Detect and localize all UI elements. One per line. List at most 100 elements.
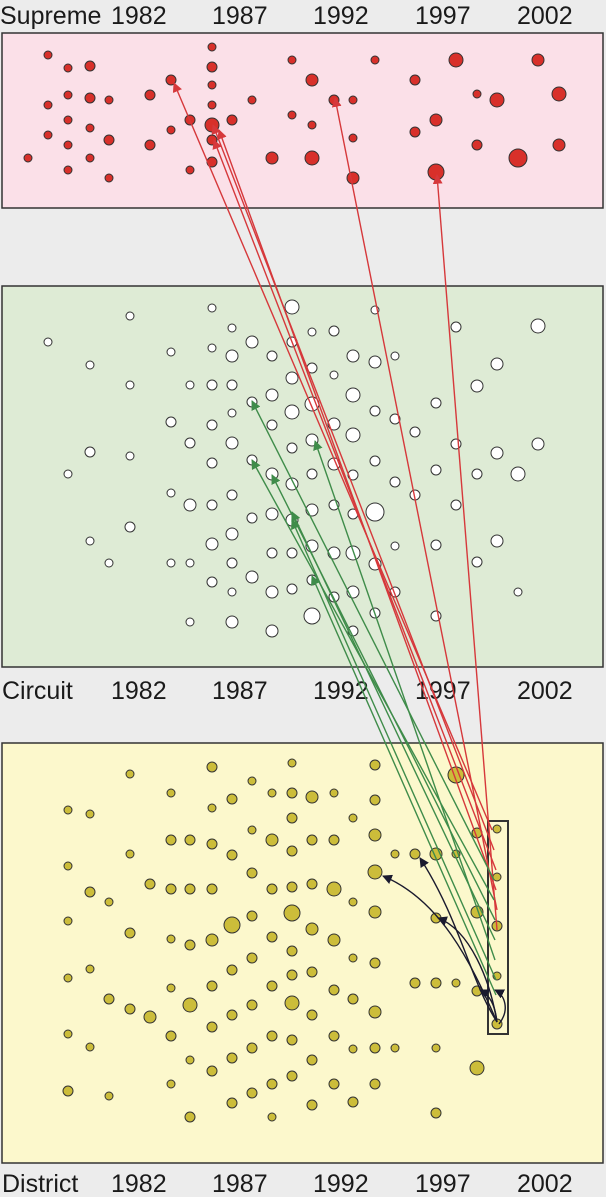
district-node bbox=[103, 993, 115, 1005]
circuit-node bbox=[328, 325, 340, 337]
district-node bbox=[284, 995, 300, 1011]
district-node bbox=[266, 980, 278, 992]
supreme-node bbox=[103, 134, 115, 146]
circuit-node bbox=[124, 521, 136, 533]
district-node bbox=[246, 999, 258, 1011]
supreme-year-1982: 1982 bbox=[111, 2, 167, 30]
supreme-node bbox=[23, 153, 33, 163]
district-node bbox=[226, 1009, 238, 1021]
district-node bbox=[369, 794, 381, 806]
circuit-node bbox=[166, 488, 176, 498]
district-node bbox=[266, 883, 278, 895]
district-node bbox=[369, 1042, 381, 1054]
supreme-node bbox=[346, 171, 360, 185]
supreme-node bbox=[247, 95, 257, 105]
district-node bbox=[226, 849, 238, 861]
circuit-node bbox=[510, 466, 526, 482]
district-node bbox=[286, 969, 298, 981]
district-node bbox=[144, 878, 156, 890]
district-node bbox=[166, 983, 176, 993]
circuit-node bbox=[369, 405, 381, 417]
supreme-node bbox=[207, 100, 217, 110]
district-node bbox=[306, 1054, 318, 1066]
district-node bbox=[223, 916, 241, 934]
circuit-node bbox=[226, 489, 238, 501]
circuit-node bbox=[450, 499, 462, 511]
circuit-node bbox=[286, 583, 298, 595]
district-node bbox=[125, 769, 135, 779]
supreme-node bbox=[166, 125, 176, 135]
supreme-node bbox=[472, 89, 482, 99]
district-node bbox=[369, 759, 381, 771]
district-node bbox=[306, 1009, 318, 1021]
circuit-node bbox=[104, 558, 114, 568]
supreme-node bbox=[427, 163, 445, 181]
circuit-node bbox=[490, 534, 504, 548]
district-node bbox=[226, 1052, 238, 1064]
supreme-node bbox=[370, 55, 380, 65]
supreme-node bbox=[328, 94, 340, 106]
supreme-year-1992: 1992 bbox=[313, 2, 369, 30]
circuit-node bbox=[531, 437, 545, 451]
circuit-node bbox=[43, 337, 53, 347]
district-node bbox=[185, 1055, 195, 1065]
supreme-node bbox=[63, 63, 73, 73]
district-year-1982: 1982 bbox=[111, 1170, 167, 1197]
supreme-node bbox=[348, 95, 358, 105]
district-node bbox=[368, 905, 382, 919]
supreme-panel bbox=[1, 32, 604, 209]
circuit-node bbox=[390, 541, 400, 551]
supreme-node bbox=[144, 89, 156, 101]
district-node bbox=[62, 1085, 74, 1097]
district-node bbox=[166, 1079, 176, 1089]
circuit-node bbox=[225, 436, 239, 450]
circuit-node bbox=[205, 537, 219, 551]
circuit-node bbox=[286, 442, 298, 454]
district-node bbox=[287, 758, 297, 768]
district-node bbox=[286, 845, 298, 857]
circuit-node bbox=[490, 446, 504, 460]
supreme-node bbox=[226, 114, 238, 126]
circuit-node bbox=[85, 536, 95, 546]
supreme-node bbox=[63, 140, 73, 150]
circuit-node bbox=[207, 343, 217, 353]
district-panel bbox=[1, 742, 604, 1164]
citation-arrow bbox=[172, 82, 493, 831]
circuit-node bbox=[85, 360, 95, 370]
district-node bbox=[267, 1112, 277, 1122]
circuit-node bbox=[390, 351, 400, 361]
supreme-node bbox=[304, 150, 320, 166]
circuit-node bbox=[307, 327, 317, 337]
district-node bbox=[409, 977, 421, 989]
circuit-node bbox=[246, 512, 258, 524]
district-node bbox=[246, 867, 258, 879]
citation-arrow bbox=[419, 857, 498, 1023]
supreme-year-1987: 1987 bbox=[212, 2, 268, 30]
circuit-node bbox=[284, 404, 300, 420]
circuit-node bbox=[513, 587, 523, 597]
selection-box bbox=[487, 820, 509, 1035]
district-node bbox=[451, 978, 461, 988]
district-node bbox=[166, 788, 176, 798]
supreme-node bbox=[84, 92, 96, 104]
circuit-node bbox=[184, 437, 196, 449]
supreme-node bbox=[63, 115, 73, 125]
circuit-node bbox=[490, 357, 504, 371]
circuit-node bbox=[125, 451, 135, 461]
circuit-node bbox=[206, 499, 218, 511]
circuit-node bbox=[368, 355, 382, 369]
supreme-node bbox=[206, 61, 218, 73]
district-node bbox=[85, 1042, 95, 1052]
district-node bbox=[328, 1030, 340, 1042]
circuit-node bbox=[471, 556, 483, 568]
circuit-node bbox=[206, 457, 218, 469]
district-node bbox=[286, 1070, 298, 1082]
circuit-node bbox=[245, 570, 259, 584]
supreme-node bbox=[85, 123, 95, 133]
district-node bbox=[85, 964, 95, 974]
circuit-node bbox=[345, 427, 361, 443]
district-node bbox=[143, 1010, 157, 1024]
circuit-node bbox=[227, 323, 237, 333]
supreme-year-axis: 1982 1987 1992 1997 2002 bbox=[111, 2, 573, 30]
